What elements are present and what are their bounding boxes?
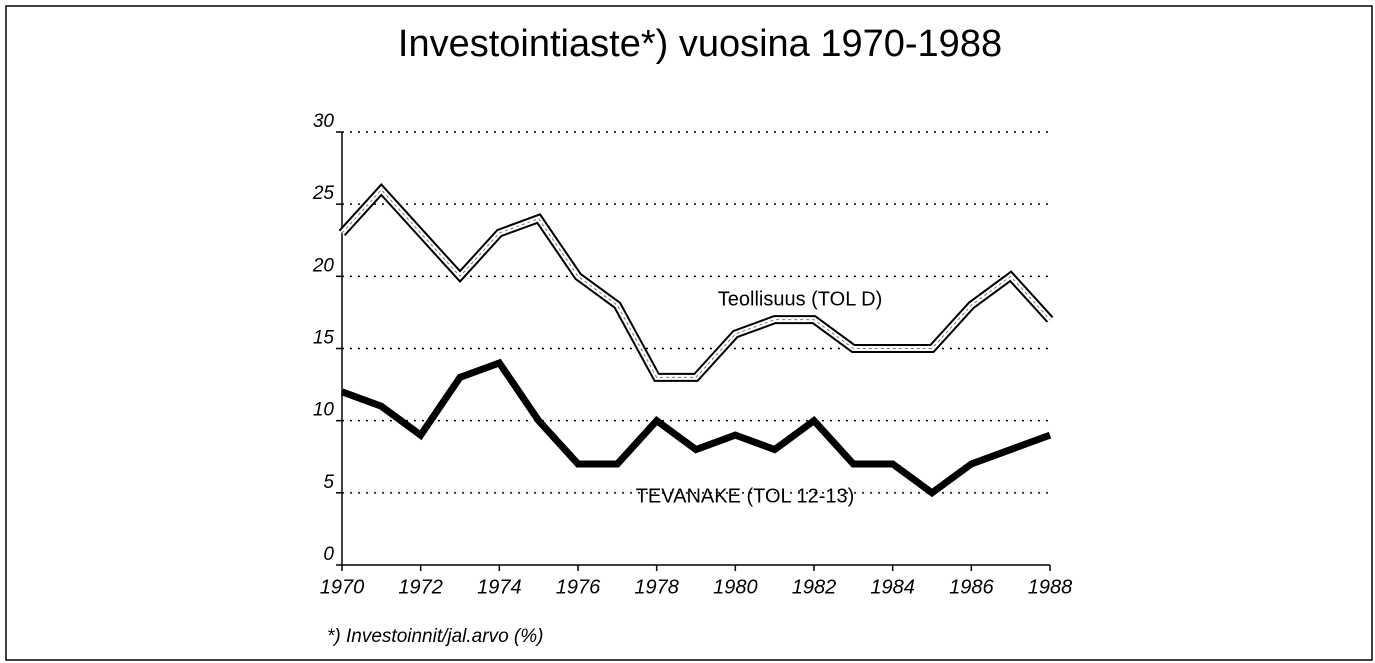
x-tick-label: 1970 — [320, 576, 365, 598]
line-center — [341, 188, 1051, 378]
x-tick-label: 1982 — [792, 576, 837, 598]
frame — [5, 5, 1373, 661]
y-tick-label: 10 — [313, 400, 335, 421]
series-label: TEVANAKE (TOL 12-13) — [636, 485, 855, 507]
x-tick-label: 1980 — [713, 576, 758, 598]
x-tick-label: 1974 — [477, 576, 522, 598]
footnote: *) Investoinnit/jal.arvo (%) — [327, 626, 543, 647]
y-tick-label: 15 — [313, 328, 335, 349]
x-tick-label: 1972 — [398, 576, 443, 598]
y-tick-label: 30 — [313, 111, 335, 132]
x-tick-label: 1978 — [634, 576, 679, 598]
series-label: Teollisuus (TOL D) — [718, 288, 883, 310]
x-tick-label: 1984 — [870, 576, 915, 598]
chart-title: Investointiaste*) vuosina 1970-1988 — [398, 23, 1002, 65]
y-tick-label: 20 — [312, 255, 335, 276]
x-tick-label: 1976 — [556, 576, 601, 598]
line — [340, 358, 1052, 498]
y-tick-label: 25 — [312, 183, 335, 204]
y-tick-label: 0 — [323, 544, 334, 565]
x-tick-label: 1988 — [1028, 576, 1073, 598]
y-tick-label: 5 — [323, 472, 334, 493]
x-tick-label: 1986 — [949, 576, 994, 598]
